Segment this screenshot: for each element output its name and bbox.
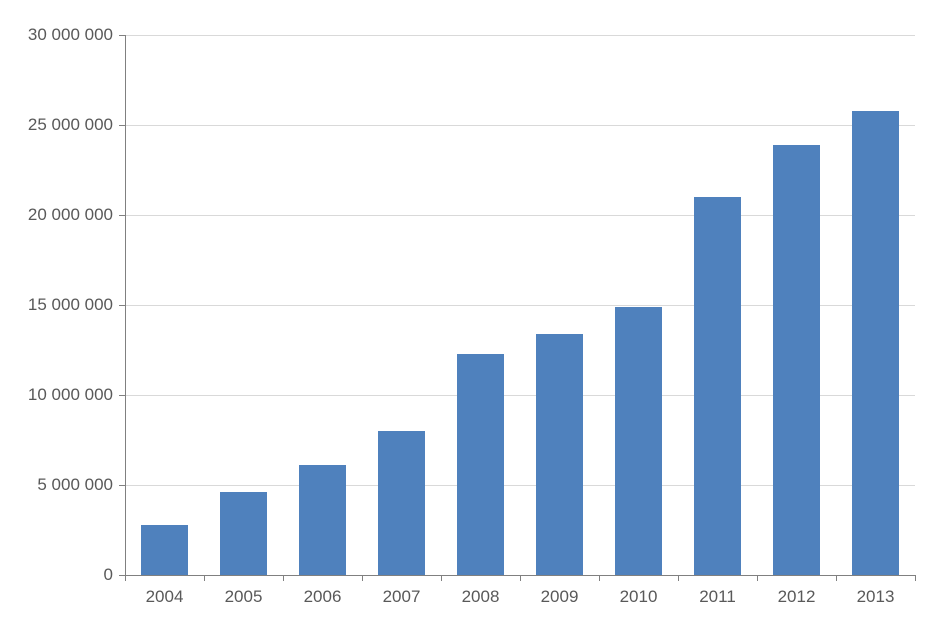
- x-tick-label: 2007: [383, 587, 421, 607]
- y-tick-label: 20 000 000: [28, 205, 113, 225]
- x-tick-label: 2004: [146, 587, 184, 607]
- y-tick-label: 0: [104, 565, 113, 585]
- x-tick-label: 2011: [699, 587, 736, 607]
- y-axis-line: [125, 35, 126, 575]
- plot-area: [125, 35, 915, 575]
- bar: [694, 197, 741, 575]
- y-tick-label: 10 000 000: [28, 385, 113, 405]
- bar: [220, 492, 267, 575]
- x-tick-label: 2009: [541, 587, 579, 607]
- x-axis-line: [125, 575, 915, 576]
- x-tick-label: 2010: [620, 587, 658, 607]
- x-tick-label: 2005: [225, 587, 263, 607]
- bar: [378, 431, 425, 575]
- x-tick-label: 2006: [304, 587, 342, 607]
- x-tick-label: 2008: [462, 587, 500, 607]
- bar: [615, 307, 662, 575]
- y-tick-label: 5 000 000: [37, 475, 113, 495]
- bar: [457, 354, 504, 575]
- y-tick-label: 25 000 000: [28, 115, 113, 135]
- bar: [141, 525, 188, 575]
- x-tick-label: 2013: [857, 587, 895, 607]
- y-tick-label: 30 000 000: [28, 25, 113, 45]
- bar: [299, 465, 346, 575]
- bar: [536, 334, 583, 575]
- bars-layer: [125, 35, 915, 575]
- bar-chart: 0 5 000 000 10 000 000 15 000 000 20 000 000…: [0, 0, 945, 630]
- y-tick-label: 15 000 000: [28, 295, 113, 315]
- bar: [773, 145, 820, 575]
- bar: [852, 111, 899, 575]
- x-tick-mark: [915, 575, 916, 581]
- x-tick-label: 2012: [778, 587, 816, 607]
